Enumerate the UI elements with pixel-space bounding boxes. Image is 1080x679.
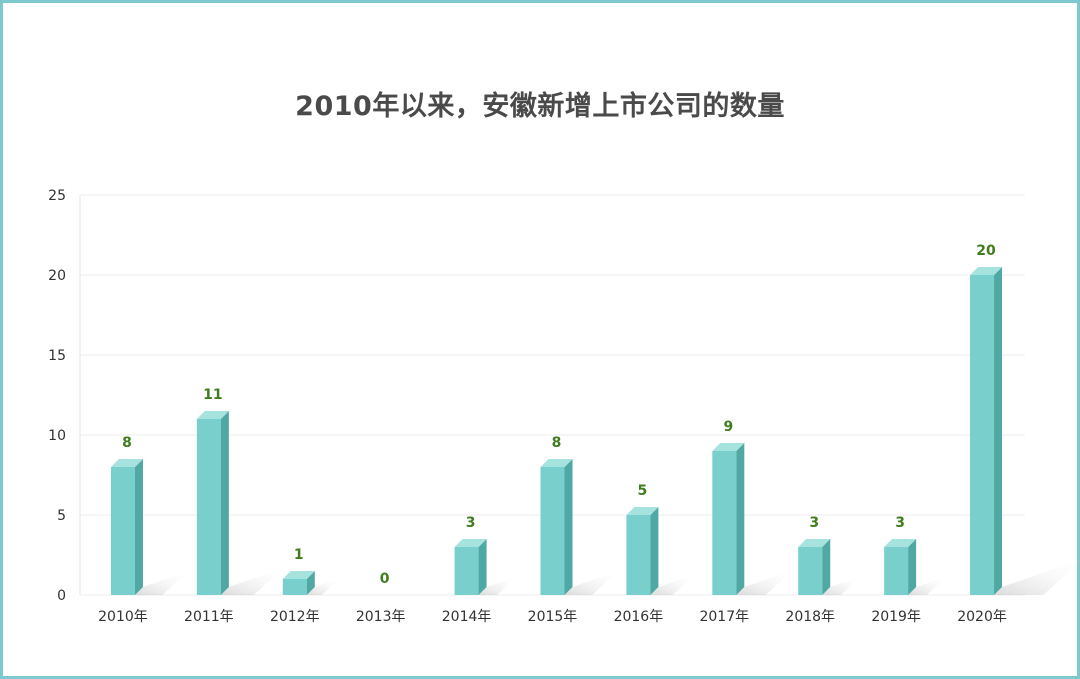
bar-2010年 bbox=[110, 459, 143, 595]
bar-top bbox=[454, 539, 487, 547]
bar-top bbox=[970, 267, 1003, 275]
bar-shadow bbox=[564, 570, 619, 595]
y-tick-label: 10 bbox=[48, 428, 66, 444]
bar-top bbox=[282, 571, 315, 579]
data-label: 3 bbox=[895, 515, 905, 531]
y-tick-label: 25 bbox=[48, 188, 66, 204]
data-label: 3 bbox=[466, 515, 476, 531]
x-tick-label: 2018年 bbox=[785, 609, 835, 625]
bar-2018年 bbox=[798, 539, 831, 595]
bar-top bbox=[712, 443, 745, 451]
data-label: 1 bbox=[294, 547, 304, 563]
x-tick-label: 2020年 bbox=[957, 609, 1007, 625]
bar-top bbox=[884, 539, 917, 547]
bar-front bbox=[540, 467, 565, 595]
bar-side bbox=[994, 267, 1003, 595]
data-label: 9 bbox=[723, 419, 733, 435]
data-label: 11 bbox=[203, 387, 222, 403]
bar-shadow bbox=[306, 578, 340, 595]
chart-title: 2010年以来，安徽新增上市公司的数量 bbox=[295, 91, 785, 122]
bar-shadow bbox=[478, 576, 518, 595]
y-tick-label: 5 bbox=[57, 508, 66, 524]
bar-2020年 bbox=[970, 267, 1003, 595]
bar-2016年 bbox=[626, 507, 659, 595]
data-label: 3 bbox=[809, 515, 819, 531]
bar-shadow bbox=[650, 574, 696, 595]
x-tick-label: 2014年 bbox=[442, 609, 492, 625]
bar-shadow bbox=[134, 570, 189, 595]
bar-front bbox=[110, 467, 135, 595]
x-tick-label: 2019年 bbox=[871, 609, 921, 625]
bar-side bbox=[564, 459, 573, 595]
bar-side bbox=[822, 539, 831, 595]
bar-shadows bbox=[134, 559, 1080, 595]
x-tick-label: 2016年 bbox=[614, 609, 664, 625]
bar-shadow bbox=[220, 567, 284, 595]
bar-2012年 bbox=[282, 571, 315, 595]
x-tick-label: 2010年 bbox=[98, 609, 148, 625]
data-label: 20 bbox=[976, 243, 996, 259]
bar-shadow bbox=[908, 576, 948, 595]
bar-top bbox=[110, 459, 143, 467]
data-label: 5 bbox=[638, 483, 648, 499]
bars bbox=[110, 267, 1003, 595]
bar-shadow bbox=[822, 576, 862, 595]
bar-side bbox=[650, 507, 659, 595]
x-tick-label: 2017年 bbox=[699, 609, 749, 625]
x-tick-label: 2015年 bbox=[528, 609, 578, 625]
x-tick-label: 2012年 bbox=[270, 609, 320, 625]
bar-front bbox=[626, 515, 651, 595]
bar-front bbox=[454, 547, 479, 595]
x-tick-label: 2013年 bbox=[356, 609, 406, 625]
y-axis: 0 5 10 15 20 25 bbox=[48, 188, 81, 604]
data-label: 0 bbox=[380, 571, 390, 587]
bar-2014年 bbox=[454, 539, 487, 595]
bar-top bbox=[540, 459, 573, 467]
bar-shadow bbox=[994, 559, 1080, 595]
x-tick-label: 2011年 bbox=[184, 609, 234, 625]
bar-2019年 bbox=[884, 539, 917, 595]
x-axis: 2010年 2011年 2012年 2013年 2014年 2015年 2016年 2017年… bbox=[98, 609, 1007, 625]
y-tick-label: 20 bbox=[48, 268, 66, 284]
bar-front bbox=[798, 547, 823, 595]
bar-side bbox=[478, 539, 487, 595]
bar-front bbox=[970, 275, 995, 595]
bar-front bbox=[282, 579, 307, 595]
bar-top bbox=[196, 411, 229, 419]
bar-front bbox=[712, 451, 737, 595]
bar-front bbox=[196, 419, 221, 595]
bar-side bbox=[736, 443, 745, 595]
y-tick-label: 15 bbox=[48, 348, 66, 364]
bar-shadow bbox=[736, 569, 794, 595]
bar-side bbox=[134, 459, 143, 595]
data-label: 8 bbox=[552, 435, 562, 451]
bar-side bbox=[908, 539, 917, 595]
bar-2017年 bbox=[712, 443, 745, 595]
bar-top bbox=[798, 539, 831, 547]
bar-2015年 bbox=[540, 459, 573, 595]
bar-2011年 bbox=[196, 411, 229, 595]
data-label: 8 bbox=[122, 435, 132, 451]
y-tick-label: 0 bbox=[57, 588, 66, 604]
bar-front bbox=[884, 547, 909, 595]
bar-top bbox=[626, 507, 659, 515]
bar-side bbox=[220, 411, 229, 595]
